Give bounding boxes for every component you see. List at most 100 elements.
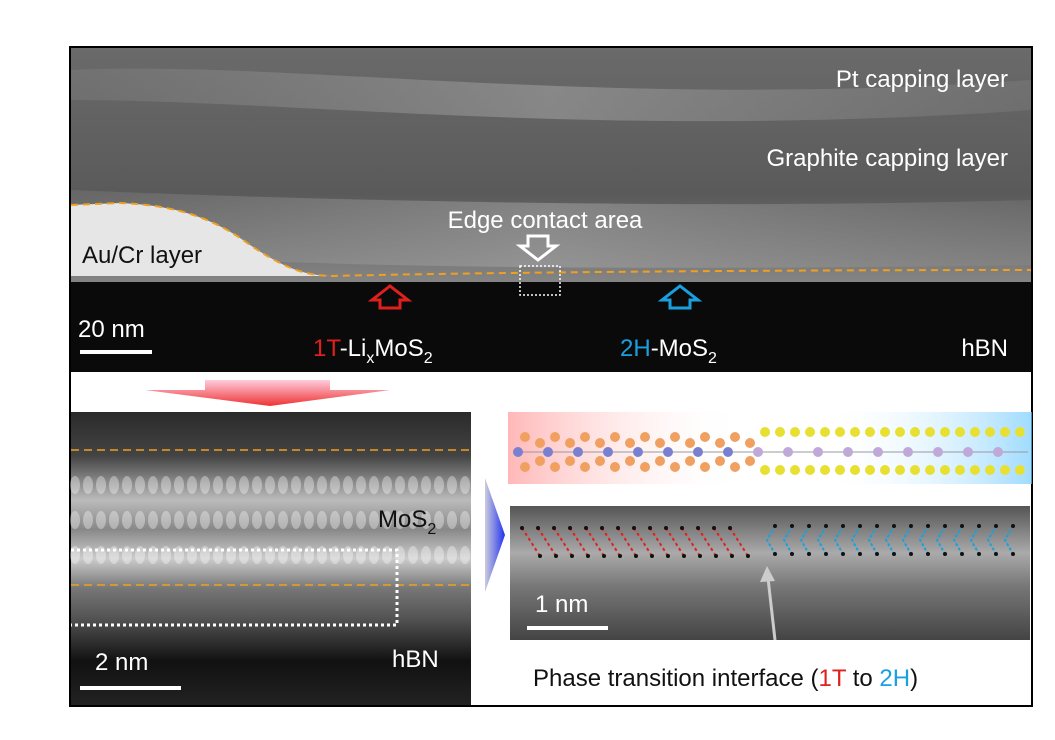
decoration <box>434 546 444 564</box>
decoration <box>565 438 575 448</box>
decoration <box>940 427 950 437</box>
decoration <box>655 438 665 448</box>
decoration <box>265 546 275 564</box>
decoration <box>783 447 793 457</box>
decoration <box>666 554 670 558</box>
decoration <box>955 427 965 437</box>
decoration <box>663 447 673 457</box>
decoration <box>858 552 862 556</box>
decoration <box>715 456 725 466</box>
decoration <box>278 476 288 494</box>
decoration <box>535 456 545 466</box>
decoration <box>122 546 132 564</box>
decoration <box>460 476 470 494</box>
decoration <box>873 447 883 457</box>
decoration <box>343 546 353 564</box>
decoration <box>805 465 815 475</box>
decoration <box>858 524 862 528</box>
decoration <box>278 511 288 529</box>
decoration <box>952 525 963 555</box>
scale-bar-label: 2 nm <box>95 649 148 676</box>
decoration <box>382 511 392 529</box>
decoration <box>109 511 119 529</box>
decoration <box>714 554 718 558</box>
label-part: 1T <box>313 335 341 362</box>
decoration <box>698 554 702 558</box>
top-image <box>70 48 1032 372</box>
decoration <box>903 447 913 457</box>
decoration <box>875 524 879 528</box>
decoration <box>535 438 545 448</box>
decoration <box>782 525 793 555</box>
decoration <box>135 476 145 494</box>
decoration <box>330 476 340 494</box>
decoration <box>977 524 981 528</box>
decoration <box>700 462 710 472</box>
decoration <box>753 447 763 457</box>
decoration <box>148 476 158 494</box>
decoration <box>850 427 860 437</box>
decoration <box>187 546 197 564</box>
decoration <box>1011 552 1015 556</box>
decoration <box>369 511 379 529</box>
decoration <box>807 552 811 556</box>
decoration <box>835 465 845 475</box>
decoration <box>226 511 236 529</box>
scale-bar-label: 20 nm <box>78 316 145 343</box>
decoration <box>632 526 636 530</box>
decoration <box>843 447 853 457</box>
decoration <box>161 476 171 494</box>
decoration <box>935 525 946 555</box>
decoration <box>790 524 794 528</box>
decoration <box>824 552 828 556</box>
decoration <box>760 427 770 437</box>
decoration <box>356 511 366 529</box>
decoration <box>880 427 890 437</box>
decoration <box>977 552 981 556</box>
decoration <box>682 554 686 558</box>
decoration <box>820 465 830 475</box>
decoration <box>536 526 540 530</box>
decoration <box>96 511 106 529</box>
decoration <box>520 526 524 530</box>
decoration <box>595 438 605 448</box>
decoration <box>265 511 275 529</box>
decoration <box>265 476 275 494</box>
decoration <box>745 438 755 448</box>
decoration <box>925 427 935 437</box>
decoration <box>1000 427 1010 437</box>
decoration <box>83 476 93 494</box>
decoration <box>993 447 1003 457</box>
decoration <box>850 465 860 475</box>
decoration <box>570 554 574 558</box>
decoration <box>986 525 997 555</box>
label-part: MoS <box>374 335 423 362</box>
decoration <box>600 526 604 530</box>
decoration <box>865 427 875 437</box>
decoration <box>291 511 301 529</box>
decoration <box>625 438 635 448</box>
decoration <box>909 552 913 556</box>
bottom-left-image <box>70 412 471 705</box>
decoration <box>200 546 210 564</box>
decoration <box>1003 525 1014 555</box>
decoration <box>970 427 980 437</box>
decoration <box>226 476 236 494</box>
decoration <box>96 476 106 494</box>
decoration <box>926 552 930 556</box>
decoration <box>820 427 830 437</box>
label-sub: 2 <box>427 521 436 538</box>
decoration <box>970 465 980 475</box>
decoration <box>723 447 733 457</box>
decoration <box>805 427 815 437</box>
caption-part: to <box>846 665 879 692</box>
decoration <box>640 432 650 442</box>
scale-bar-label: 1 nm <box>535 591 588 618</box>
decoration <box>200 476 210 494</box>
decoration <box>618 554 622 558</box>
decoration <box>447 511 457 529</box>
decoration <box>1015 465 1025 475</box>
decoration <box>174 476 184 494</box>
decoration <box>520 462 530 472</box>
